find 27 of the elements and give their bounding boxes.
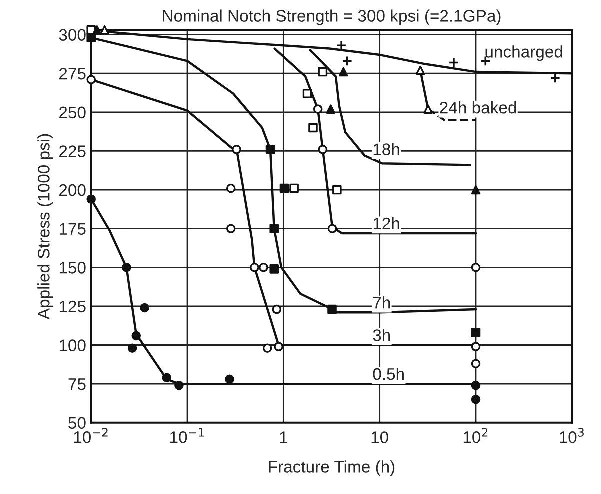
series-label: 0.5h (373, 368, 404, 380)
series-label: 24h baked (440, 102, 516, 114)
series-label: 7h (373, 296, 390, 309)
x-tick-label: 10$^{−1}$ (170, 428, 204, 444)
y-tick-label: 75 (68, 378, 86, 390)
y-tick-label: 275 (60, 68, 86, 80)
y-tick-label: 250 (60, 106, 86, 119)
y-tick-label: 50 (68, 417, 86, 430)
y-tick-label: 175 (60, 223, 86, 236)
y-tick-label: 150 (60, 262, 86, 274)
y-tick-label: 100 (60, 340, 86, 352)
chart-title: Nominal Notch Strength = 300 kpsi (=2.1GPa) (163, 10, 501, 26)
x-axis-title: Fracture Time (h) (269, 460, 395, 476)
x-tick-label: 10$^{3}$ (560, 428, 584, 444)
y-tick-label: 225 (60, 146, 86, 158)
y-axis-title: Applied Stress (1000 psi) (38, 134, 54, 320)
y-tick-label: 125 (60, 300, 86, 313)
series-label: 12h (374, 217, 400, 230)
y-tick-label: 200 (60, 184, 86, 196)
x-tick-label: 10$^{−2}$ (74, 428, 108, 444)
series-label: 3h (373, 329, 390, 342)
series-label: 18h (374, 143, 400, 156)
y-tick-label: 300 (59, 29, 86, 41)
x-tick-label: 1 (280, 432, 288, 444)
series-label: uncharged (486, 46, 562, 62)
x-tick-label: 10 (372, 432, 388, 444)
x-tick-label: 10$^{2}$ (464, 428, 488, 444)
